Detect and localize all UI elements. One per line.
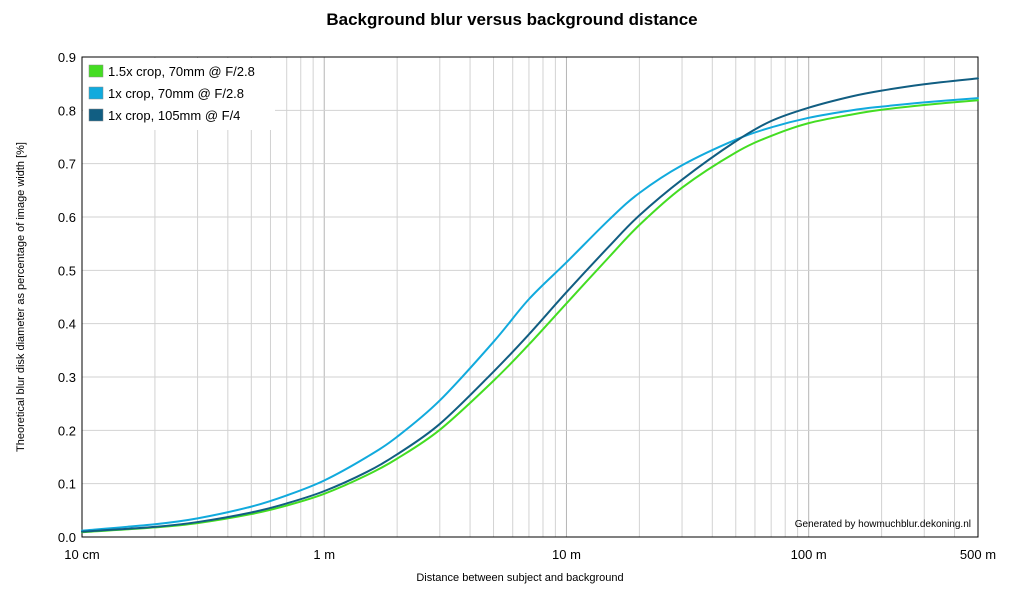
chart-annotation: Generated by howmuchblur.dekoning.nl (795, 519, 971, 530)
y-axis-ticks: 0.0 0.1 0.2 0.3 0.4 0.5 0.6 0.7 0.8 0.9 (58, 50, 76, 545)
legend: 1.5x crop, 70mm @ F/2.8 1x crop, 70mm @ F… (83, 58, 275, 130)
series-line-3 (81, 77, 979, 533)
x-axis-label: Distance between subject and background (416, 572, 623, 584)
legend-entry: 1x crop, 70mm @ F/2.8 (108, 86, 244, 101)
y-tick-label: 0.9 (58, 50, 76, 65)
series-layer (81, 77, 979, 534)
legend-entry: 1x crop, 105mm @ F/4 (108, 108, 240, 123)
y-axis-label: Theoretical blur disk diameter as percen… (15, 142, 27, 452)
y-tick-label: 0.2 (58, 423, 76, 438)
x-tick-label: 1 m (313, 547, 335, 562)
y-tick-label: 0.6 (58, 210, 76, 225)
legend-swatch (88, 86, 104, 100)
x-tick-label: 10 cm (64, 547, 99, 562)
y-tick-label: 0.7 (58, 157, 76, 172)
x-tick-label: 10 m (552, 547, 581, 562)
series-line-1 (81, 99, 979, 534)
y-tick-label: 0.3 (58, 370, 76, 385)
y-tick-label: 0.1 (58, 477, 76, 492)
plot-frame (81, 56, 979, 538)
legend-swatch (88, 108, 104, 122)
legend-entry: 1.5x crop, 70mm @ F/2.8 (108, 64, 255, 79)
legend-background (83, 58, 275, 130)
chart-title: Background blur versus background distan… (326, 10, 698, 29)
y-tick-label: 0.5 (58, 263, 76, 278)
series-line-2 (81, 97, 979, 532)
y-tick-label: 0.4 (58, 317, 76, 332)
x-tick-label: 100 m (791, 547, 827, 562)
x-axis-ticks: 10 cm 1 m 10 m 100 m 500 m (64, 547, 996, 562)
x-tick-label: 500 m (960, 547, 996, 562)
y-tick-label: 0.8 (58, 103, 76, 118)
legend-swatch (88, 64, 104, 78)
y-tick-label: 0.0 (58, 530, 76, 545)
